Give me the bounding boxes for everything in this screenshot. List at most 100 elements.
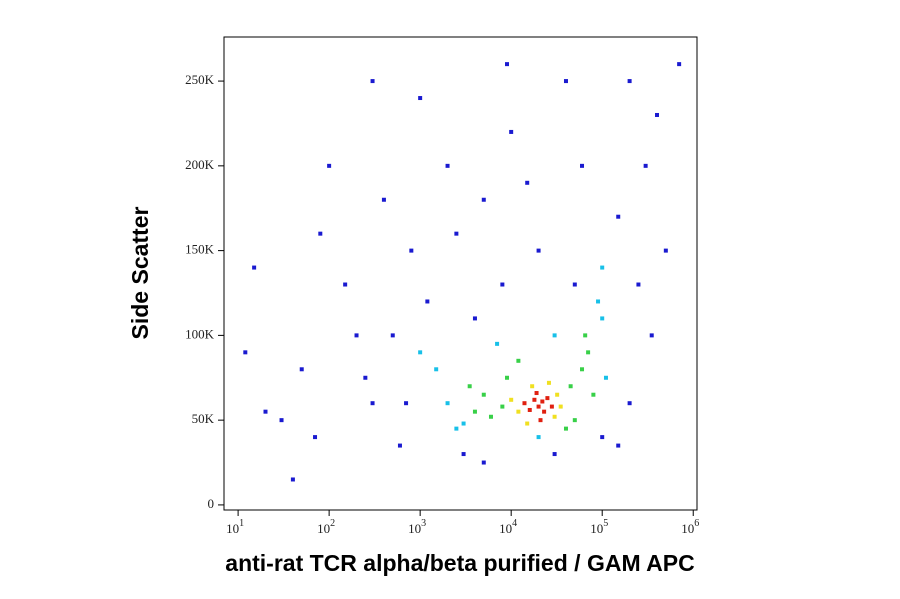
x-tick-base: 10: [408, 521, 421, 536]
event-point: [390, 333, 395, 338]
event-point: [649, 333, 654, 338]
event-point: [472, 409, 477, 414]
x-tick-label: 106: [681, 518, 699, 536]
event-point: [381, 197, 386, 202]
y-tick-label: 100K: [185, 326, 215, 341]
event-point: [445, 163, 450, 168]
x-tick-power: 1: [239, 518, 244, 529]
event-point: [481, 197, 486, 202]
event-point: [290, 477, 295, 482]
y-tick-label: 250K: [185, 72, 215, 87]
x-tick-power: 5: [603, 518, 608, 529]
event-point: [552, 414, 557, 419]
event-point: [636, 282, 641, 287]
x-tick-label: 101: [226, 518, 244, 536]
x-tick-label: 102: [317, 518, 335, 536]
event-point: [542, 409, 547, 414]
event-point: [555, 392, 560, 397]
event-point: [568, 384, 573, 389]
x-tick-base: 10: [681, 521, 694, 536]
event-point: [488, 414, 493, 419]
event-point: [538, 418, 543, 423]
x-tick-label: 104: [499, 518, 517, 536]
event-point: [299, 367, 304, 372]
y-tick-label: 0: [208, 496, 215, 511]
y-tick-label: 200K: [185, 157, 215, 172]
event-point: [627, 401, 632, 406]
event-point: [318, 231, 323, 236]
event-point: [583, 333, 588, 338]
event-point: [600, 265, 605, 270]
event-point: [540, 399, 545, 404]
event-point: [572, 418, 577, 423]
event-point: [522, 401, 527, 406]
event-point: [445, 401, 450, 406]
event-point: [313, 435, 318, 440]
event-point: [530, 384, 535, 389]
event-point: [627, 79, 632, 84]
event-point: [596, 299, 601, 304]
event-point: [481, 460, 486, 465]
event-point: [525, 421, 530, 426]
event-point: [655, 112, 660, 117]
event-point: [603, 375, 608, 380]
x-tick-power: 6: [694, 518, 699, 529]
event-point: [516, 358, 521, 363]
x-tick-power: 2: [330, 518, 335, 529]
event-point: [536, 404, 541, 409]
event-point: [536, 435, 541, 440]
event-point: [677, 62, 682, 67]
event-point: [527, 407, 532, 412]
event-point: [580, 367, 585, 372]
event-point: [525, 180, 530, 185]
event-point: [572, 282, 577, 287]
x-axis-title: anti-rat TCR alpha/beta purified / GAM A…: [225, 550, 694, 576]
x-tick-power: 4: [512, 518, 517, 529]
y-axis-title: Side Scatter: [127, 206, 153, 339]
x-tick-label: 103: [408, 518, 426, 536]
event-point: [481, 392, 486, 397]
event-point: [505, 375, 510, 380]
event-point: [586, 350, 591, 355]
x-tick-label: 105: [590, 518, 608, 536]
y-tick-label: 50K: [192, 411, 215, 426]
event-point: [370, 401, 375, 406]
event-point: [397, 443, 402, 448]
event-point: [467, 384, 472, 389]
event-point: [552, 452, 557, 457]
x-tick-base: 10: [499, 521, 512, 536]
event-point: [243, 350, 248, 355]
event-point: [495, 341, 500, 346]
event-point: [454, 426, 459, 431]
event-point: [616, 443, 621, 448]
event-point: [580, 163, 585, 168]
event-point: [252, 265, 257, 270]
event-point: [418, 350, 423, 355]
plot-frame: [223, 36, 698, 511]
event-point: [327, 163, 332, 168]
event-point: [454, 231, 459, 236]
event-point: [545, 396, 550, 401]
event-point: [434, 367, 439, 372]
event-point: [461, 421, 466, 426]
event-point: [263, 409, 268, 414]
event-point: [505, 62, 510, 67]
x-tick-power: 3: [421, 518, 426, 529]
event-point: [600, 316, 605, 321]
event-point: [552, 333, 557, 338]
x-tick-base: 10: [590, 521, 603, 536]
event-point: [643, 163, 648, 168]
x-tick-base: 10: [226, 521, 239, 536]
event-point: [516, 409, 521, 414]
event-point: [418, 96, 423, 101]
event-point: [409, 248, 414, 253]
y-tick-label: 150K: [185, 242, 215, 257]
event-point: [616, 214, 621, 219]
event-point: [425, 299, 430, 304]
event-point: [404, 401, 409, 406]
event-point: [500, 404, 505, 409]
event-point: [549, 404, 554, 409]
event-point: [600, 435, 605, 440]
event-point: [532, 397, 537, 402]
